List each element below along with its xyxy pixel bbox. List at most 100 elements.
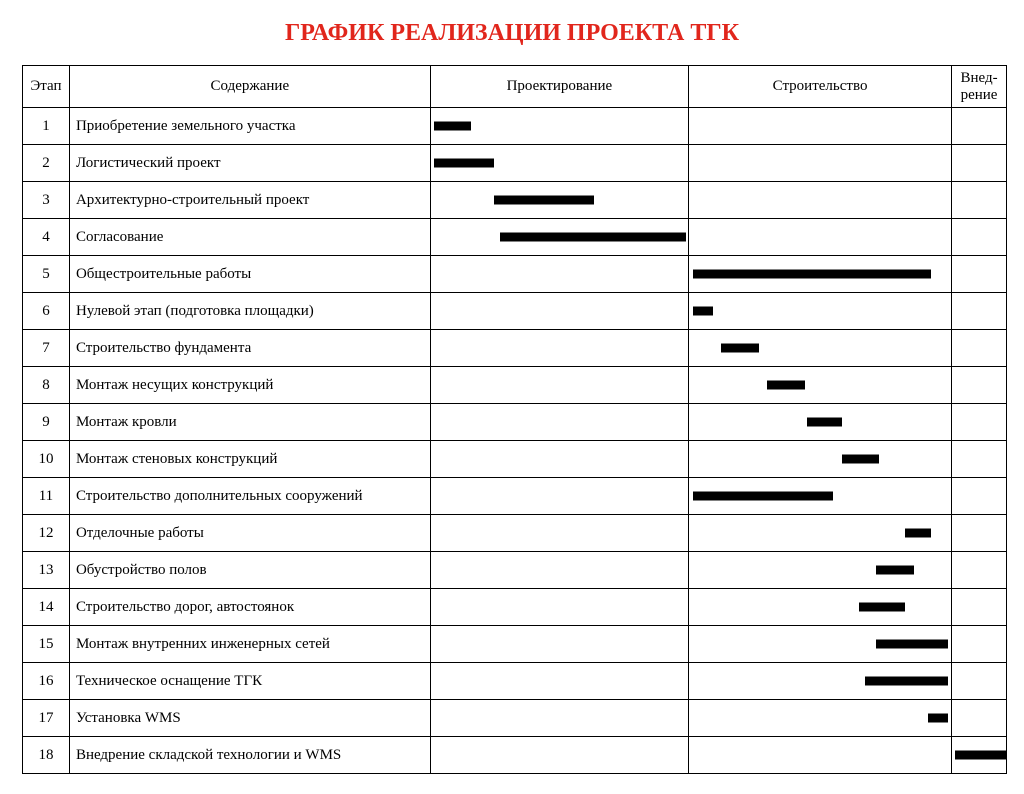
gantt-cell-phase2 (689, 515, 952, 552)
gantt-cell-phase3 (952, 737, 1007, 774)
gantt-bar (876, 566, 913, 575)
table-row: 6Нулевой этап (подготовка площадки) (23, 293, 1007, 330)
header-phase3: Внед- рение (952, 66, 1007, 108)
gantt-bar (865, 677, 948, 686)
gantt-cell-phase3 (952, 293, 1007, 330)
stage-content: Установка WMS (69, 700, 430, 737)
gantt-bar (807, 418, 841, 427)
stage-number: 1 (23, 108, 70, 145)
gantt-cell-phase1 (430, 515, 688, 552)
gantt-cell-phase1 (430, 737, 688, 774)
gantt-cell-phase3 (952, 552, 1007, 589)
gantt-bar (928, 714, 948, 723)
gantt-cell-phase2 (689, 182, 952, 219)
table-row: 3Архитектурно-строительный проект (23, 182, 1007, 219)
stage-number: 8 (23, 367, 70, 404)
gantt-bar (859, 603, 905, 612)
table-row: 17Установка WMS (23, 700, 1007, 737)
gantt-cell-phase3 (952, 441, 1007, 478)
table-row: 10Монтаж стеновых конструкций (23, 441, 1007, 478)
stage-number: 13 (23, 552, 70, 589)
stage-content: Монтаж внутренних инженерных сетей (69, 626, 430, 663)
table-row: 18Внедрение складской технологии и WMS (23, 737, 1007, 774)
stage-number: 14 (23, 589, 70, 626)
gantt-cell-phase1 (430, 700, 688, 737)
stage-content: Обустройство полов (69, 552, 430, 589)
gantt-cell-phase1 (430, 552, 688, 589)
gantt-cell-phase3 (952, 367, 1007, 404)
gantt-cell-phase2 (689, 367, 952, 404)
stage-content: Монтаж стеновых конструкций (69, 441, 430, 478)
stage-number: 16 (23, 663, 70, 700)
gantt-cell-phase1 (430, 108, 688, 145)
gantt-cell-phase1 (430, 404, 688, 441)
gantt-cell-phase2 (689, 737, 952, 774)
gantt-bar (842, 455, 879, 464)
stage-number: 3 (23, 182, 70, 219)
header-row: Этап Содержание Проектирование Строитель… (23, 66, 1007, 108)
stage-number: 6 (23, 293, 70, 330)
gantt-cell-phase3 (952, 330, 1007, 367)
stage-content: Техническое оснащение ТГК (69, 663, 430, 700)
table-row: 2Логистический проект (23, 145, 1007, 182)
stage-number: 17 (23, 700, 70, 737)
gantt-cell-phase2 (689, 256, 952, 293)
gantt-cell-phase2 (689, 700, 952, 737)
gantt-bar (767, 381, 804, 390)
gantt-cell-phase2 (689, 663, 952, 700)
gantt-cell-phase3 (952, 700, 1007, 737)
gantt-cell-phase3 (952, 515, 1007, 552)
stage-content: Общестроительные работы (69, 256, 430, 293)
table-row: 13Обустройство полов (23, 552, 1007, 589)
gantt-bar (693, 492, 833, 501)
stage-number: 4 (23, 219, 70, 256)
gantt-cell-phase2 (689, 219, 952, 256)
gantt-cell-phase1 (430, 293, 688, 330)
gantt-cell-phase3 (952, 256, 1007, 293)
gantt-cell-phase3 (952, 219, 1007, 256)
stage-content: Монтаж несущих конструкций (69, 367, 430, 404)
stage-content: Отделочные работы (69, 515, 430, 552)
gantt-cell-phase2 (689, 145, 952, 182)
gantt-bar (876, 640, 948, 649)
gantt-cell-phase3 (952, 589, 1007, 626)
stage-content: Строительство фундамента (69, 330, 430, 367)
gantt-bar (693, 270, 931, 279)
table-row: 11Строительство дополнительных сооружени… (23, 478, 1007, 515)
stage-content: Монтаж кровли (69, 404, 430, 441)
page-title: ГРАФИК РЕАЛИЗАЦИИ ПРОЕКТА ТГК (20, 20, 1004, 47)
header-content: Содержание (69, 66, 430, 108)
gantt-bar (721, 344, 758, 353)
stage-content: Приобретение земельного участка (69, 108, 430, 145)
stage-content: Нулевой этап (подготовка площадки) (69, 293, 430, 330)
gantt-cell-phase3 (952, 108, 1007, 145)
header-phase1: Проектирование (430, 66, 688, 108)
stage-content: Архитектурно-строительный проект (69, 182, 430, 219)
gantt-cell-phase3 (952, 145, 1007, 182)
gantt-bar (500, 233, 686, 242)
gantt-cell-phase1 (430, 256, 688, 293)
gantt-body: 1Приобретение земельного участка2Логисти… (23, 108, 1007, 774)
table-row: 14Строительство дорог, автостоянок (23, 589, 1007, 626)
gantt-cell-phase1 (430, 145, 688, 182)
header-phase2: Строительство (689, 66, 952, 108)
gantt-bar (494, 196, 594, 205)
gantt-cell-phase3 (952, 182, 1007, 219)
stage-number: 10 (23, 441, 70, 478)
table-row: 7Строительство фундамента (23, 330, 1007, 367)
gantt-cell-phase2 (689, 478, 952, 515)
table-row: 12Отделочные работы (23, 515, 1007, 552)
stage-content: Внедрение складской технологии и WMS (69, 737, 430, 774)
gantt-cell-phase1 (430, 367, 688, 404)
gantt-bar (693, 307, 713, 316)
gantt-cell-phase3 (952, 478, 1007, 515)
stage-number: 9 (23, 404, 70, 441)
stage-number: 12 (23, 515, 70, 552)
gantt-cell-phase2 (689, 626, 952, 663)
table-row: 1Приобретение земельного участка (23, 108, 1007, 145)
gantt-cell-phase1 (430, 330, 688, 367)
gantt-bar (905, 529, 931, 538)
stage-number: 18 (23, 737, 70, 774)
gantt-cell-phase1 (430, 219, 688, 256)
gantt-cell-phase3 (952, 404, 1007, 441)
